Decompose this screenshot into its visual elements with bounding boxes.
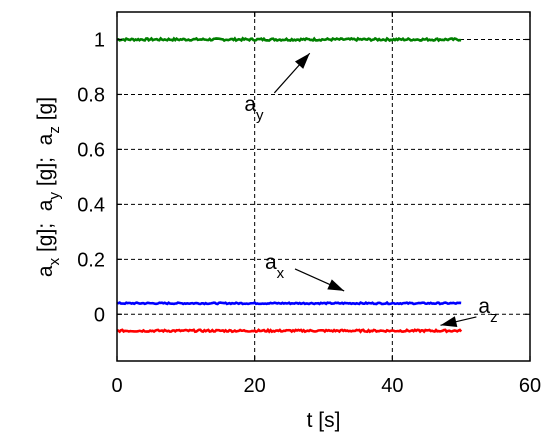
y-axis-label: ax [g]; ay [g]; az [g] — [34, 97, 63, 277]
y-tick-label: 0.6 — [77, 139, 105, 161]
axis-ticks: 0 20 40 60 0 0.2 0.4 0.6 0.8 1 — [77, 12, 541, 397]
annotation-az: az — [478, 295, 497, 326]
y-tick-label: 0.8 — [77, 84, 105, 106]
annotation-arrow-head — [440, 316, 458, 327]
plot-frame — [116, 11, 531, 362]
y-tick-label: 0.2 — [77, 249, 105, 271]
data-series — [116, 36, 463, 334]
y-tick-label: 0 — [94, 304, 105, 326]
annotation-arrow-head — [294, 53, 310, 69]
x-tick-label: 40 — [381, 375, 403, 397]
x-tick-label: 0 — [111, 375, 122, 397]
annotations: ay ax az — [244, 52, 498, 327]
annotation-arrow-head — [327, 279, 345, 291]
series-line-ax — [116, 300, 462, 306]
y-tick-label: 1 — [94, 29, 105, 51]
annotation-ax: ax — [265, 251, 285, 282]
x-tick-label: 20 — [244, 375, 266, 397]
x-tick-label: 60 — [519, 375, 541, 397]
series-line-az — [116, 327, 463, 334]
series-line-ay — [116, 36, 462, 43]
y-tick-label: 0.4 — [77, 194, 105, 216]
annotation-ay: ay — [244, 93, 264, 124]
x-axis-label: t [s] — [307, 409, 341, 432]
